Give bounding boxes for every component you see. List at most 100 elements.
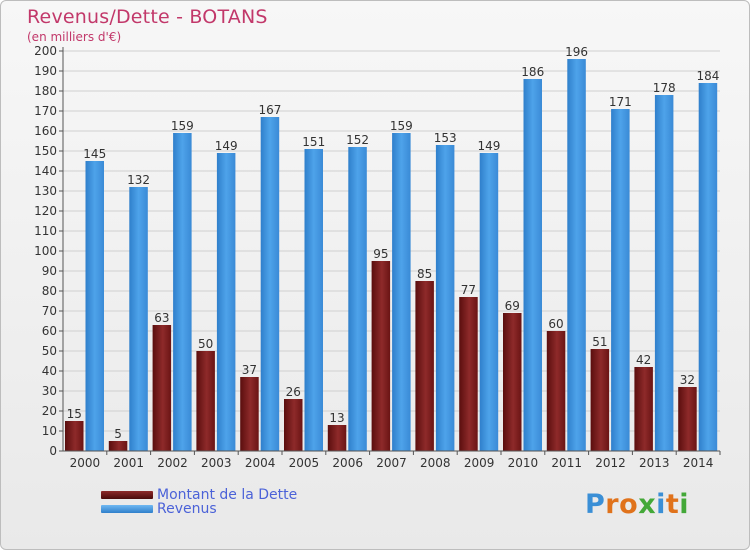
y-tick-label: 80 xyxy=(42,284,57,298)
grid-lines xyxy=(63,50,720,452)
legend-label-debt: Montant de la Dette xyxy=(157,487,298,503)
bar-dette xyxy=(590,349,610,451)
x-tick-label: 2008 xyxy=(420,456,451,470)
data-label-revenus: 149 xyxy=(215,139,238,153)
bar-dette xyxy=(327,425,347,451)
data-label-dette: 15 xyxy=(67,407,82,421)
x-tick-label: 2009 xyxy=(464,456,495,470)
data-label-revenus: 159 xyxy=(390,119,413,133)
y-tick-label: 150 xyxy=(34,144,57,158)
bar-revenus xyxy=(216,153,236,451)
y-tick-label: 180 xyxy=(34,84,57,98)
bar-revenus xyxy=(260,117,280,451)
legend-item-revenus: Revenus xyxy=(101,501,217,517)
data-label-revenus: 178 xyxy=(653,81,676,95)
bar-revenus xyxy=(392,133,411,451)
y-tick-label: 50 xyxy=(42,344,57,358)
bar-revenus xyxy=(654,95,674,451)
data-label-dette: 77 xyxy=(461,283,476,297)
x-tick-label: 2005 xyxy=(289,456,320,470)
y-tick-label: 60 xyxy=(42,324,57,338)
y-tick-label: 130 xyxy=(34,184,57,198)
logo-letter: o xyxy=(619,489,639,520)
y-tick-label: 20 xyxy=(42,404,57,418)
data-label-dette: 32 xyxy=(680,373,695,387)
x-tick-label: 2001 xyxy=(113,456,144,470)
x-tick-label: 2007 xyxy=(376,456,407,470)
y-tick-label: 120 xyxy=(34,204,57,218)
logo-letter: i xyxy=(679,489,690,520)
y-tick-label: 140 xyxy=(34,164,57,178)
bar-revenus xyxy=(173,133,192,451)
bar-dette xyxy=(196,351,215,451)
y-tick-label: 70 xyxy=(42,304,57,318)
bar-revenus xyxy=(348,147,367,451)
x-tick-label: 2013 xyxy=(639,456,670,470)
bar-dette xyxy=(459,297,478,451)
data-labels: 1514551326315950149371672615113152951598… xyxy=(67,45,720,441)
y-tick-label: 110 xyxy=(34,224,57,238)
legend-item-debt: Montant de la Dette xyxy=(101,487,297,503)
data-label-dette: 26 xyxy=(286,385,301,399)
data-label-revenus: 196 xyxy=(565,45,588,59)
y-tick-label: 100 xyxy=(34,244,57,258)
bar-dette xyxy=(240,377,259,451)
bar-revenus xyxy=(435,145,455,451)
bar-revenus xyxy=(85,161,104,451)
data-label-revenus: 153 xyxy=(434,131,457,145)
chart-subtitle: (en milliers d'€) xyxy=(27,30,122,44)
y-tick-label: 170 xyxy=(34,104,57,118)
data-label-revenus: 152 xyxy=(346,133,369,147)
bar-revenus xyxy=(567,59,586,451)
x-tick-label: 2004 xyxy=(245,456,276,470)
data-label-dette: 63 xyxy=(154,311,169,325)
bar-dette xyxy=(371,261,391,451)
y-tick-label: 30 xyxy=(42,384,57,398)
bar-dette xyxy=(634,367,653,451)
data-label-dette: 69 xyxy=(505,299,520,313)
bar-dette xyxy=(284,399,303,451)
bar-revenus xyxy=(129,187,148,451)
y-tick-label: 200 xyxy=(34,44,57,58)
legend-label-revenus: Revenus xyxy=(157,501,217,517)
x-tick-label: 2003 xyxy=(201,456,232,470)
x-tick-label: 2006 xyxy=(332,456,363,470)
bar-dette xyxy=(678,387,697,451)
bars xyxy=(65,59,718,451)
logo-letter: i xyxy=(656,489,666,520)
data-label-dette: 50 xyxy=(198,337,213,351)
bar-dette xyxy=(65,421,84,451)
x-tick-label: 2010 xyxy=(508,456,539,470)
data-label-revenus: 149 xyxy=(477,139,500,153)
y-tick-label: 10 xyxy=(42,424,57,438)
data-label-dette: 85 xyxy=(417,267,432,281)
data-label-revenus: 145 xyxy=(83,147,106,161)
bar-revenus xyxy=(611,109,630,451)
logo-letter: P xyxy=(585,489,606,520)
data-label-revenus: 186 xyxy=(521,65,544,79)
data-label-dette: 5 xyxy=(114,427,122,441)
data-label-revenus: 184 xyxy=(696,69,719,83)
x-tick-label: 2002 xyxy=(157,456,188,470)
data-label-dette: 42 xyxy=(636,353,651,367)
data-label-revenus: 159 xyxy=(171,119,194,133)
bar-revenus xyxy=(698,83,718,451)
y-tick-label: 40 xyxy=(42,364,57,378)
data-label-dette: 95 xyxy=(373,247,388,261)
bar-dette xyxy=(503,313,522,451)
y-tick-label: 190 xyxy=(34,64,57,78)
data-label-revenus: 151 xyxy=(302,135,325,149)
bar-revenus xyxy=(523,79,542,451)
bar-dette xyxy=(108,441,128,451)
logo-letter: r xyxy=(605,489,620,520)
data-label-revenus: 132 xyxy=(127,173,150,187)
data-label-revenus: 167 xyxy=(258,103,281,117)
bar-dette xyxy=(152,325,172,451)
x-tick-label: 2012 xyxy=(595,456,626,470)
bar-revenus xyxy=(304,149,323,451)
data-label-dette: 60 xyxy=(548,317,563,331)
x-tick-label: 2011 xyxy=(551,456,582,470)
logo-letter: x xyxy=(638,489,657,520)
